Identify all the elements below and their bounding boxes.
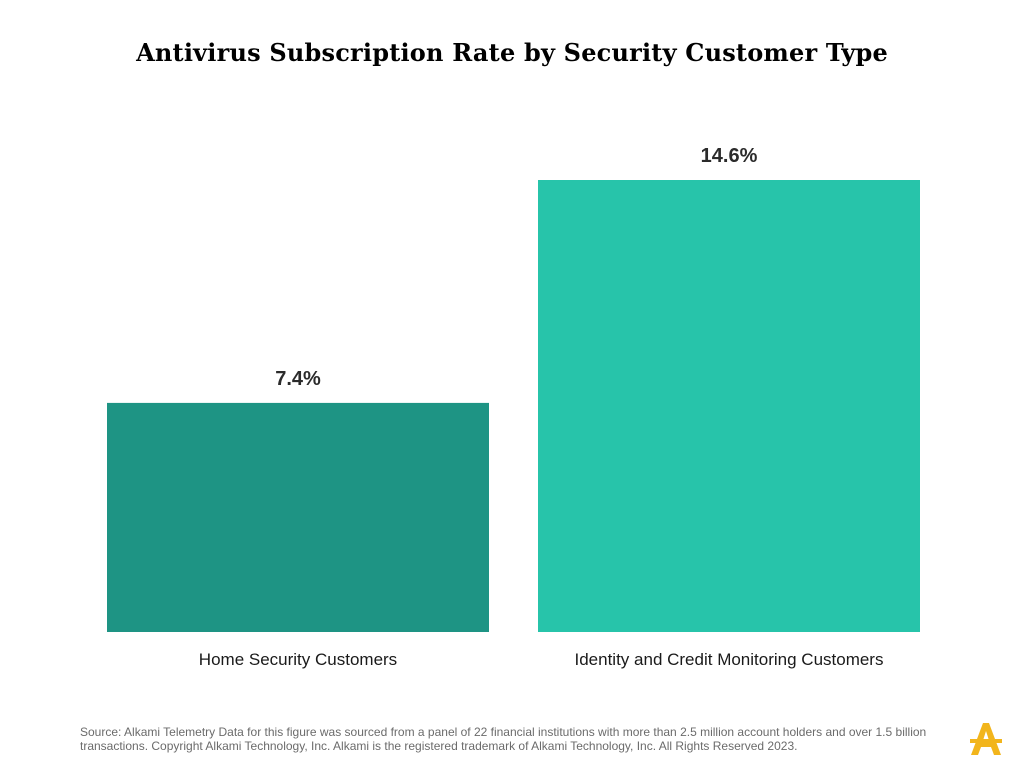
chart-title: Antivirus Subscription Rate by Security … (136, 38, 888, 67)
value-label-1: 7.4% (275, 368, 321, 390)
category-label-2: Identity and Credit Monitoring Customers (575, 650, 884, 669)
bar-1 (107, 402, 489, 632)
bar-2 (538, 180, 920, 632)
value-label-2: 14.6% (701, 145, 758, 167)
category-label-1: Home Security Customers (199, 650, 397, 669)
alkami-logo-icon (970, 723, 1002, 755)
source-note: Source: Alkami Telemetry Data for this f… (80, 725, 927, 753)
